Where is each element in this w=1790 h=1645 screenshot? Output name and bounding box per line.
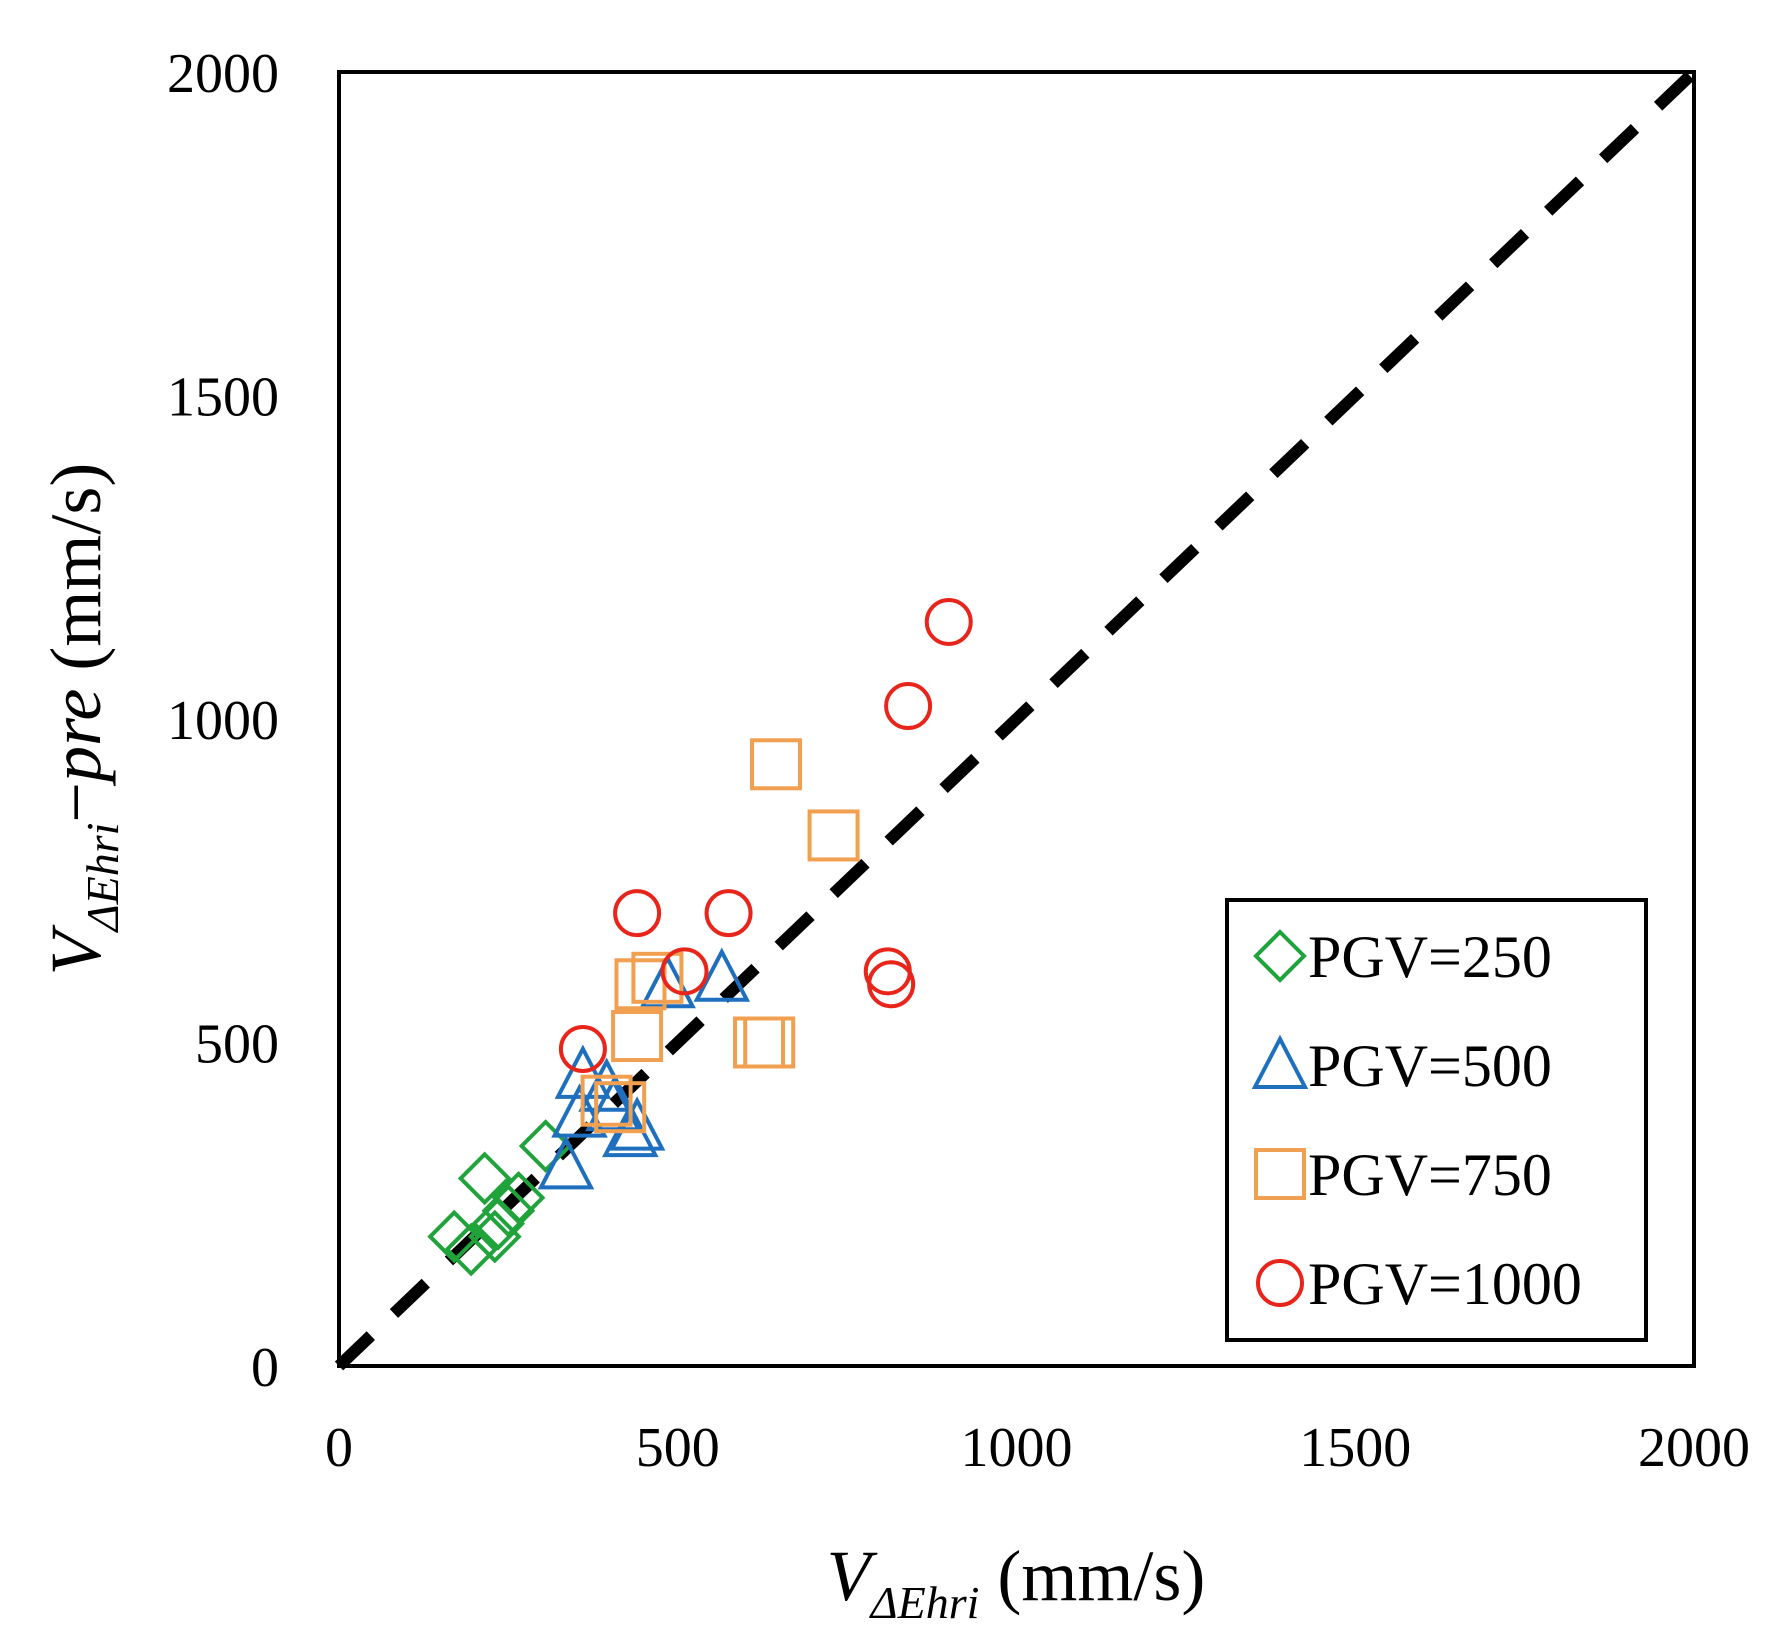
legend-label: PGV=1000 (1308, 1251, 1582, 1317)
data-point-circle (924, 597, 973, 646)
x-tick-label: 500 (636, 1417, 720, 1479)
data-point-square (631, 951, 684, 1004)
legend-item: PGV=750 (1254, 1142, 1552, 1208)
data-point-diamond (518, 1119, 573, 1173)
data-point-triangle (693, 947, 751, 1002)
y-tick-label: 0 (251, 1337, 279, 1399)
series-pgv-250 (427, 1119, 573, 1277)
data-point-circle (867, 960, 916, 1009)
data-point-circle (558, 1024, 607, 1073)
data-point-square (743, 1016, 796, 1069)
data-point-circle (884, 682, 933, 731)
legend-item: PGV=250 (1253, 924, 1552, 990)
data-point-circle (704, 889, 753, 938)
data-point-square (749, 738, 802, 791)
data-point-square (807, 809, 860, 862)
data-point-diamond (444, 1222, 498, 1277)
y-tick-labels: 0 500 1000 1500 2000 (167, 43, 279, 1399)
legend-item: PGV=1000 (1256, 1251, 1582, 1317)
y-tick-label: 1000 (167, 690, 279, 752)
data-point-square (611, 1010, 664, 1063)
data-point-square (594, 1081, 647, 1134)
legend-items: PGV=250 PGV=500 PGV=750 PGV=1000 (1251, 924, 1582, 1317)
legend-marker-square (1254, 1148, 1306, 1200)
y-tick-label: 1500 (167, 367, 279, 429)
data-point-square (580, 1074, 633, 1127)
legend-box (1225, 898, 1648, 1342)
x-tick-label: 1500 (1299, 1417, 1411, 1479)
data-point-diamond (491, 1170, 546, 1225)
legend-marker-triangle (1251, 1034, 1309, 1089)
data-point-circle (613, 889, 662, 938)
series-pgv-750 (580, 738, 860, 1134)
data-point-triangle (578, 1057, 635, 1112)
data-point-diamond (457, 1151, 512, 1206)
x-tick-label: 2000 (1638, 1417, 1750, 1479)
legend-label: PGV=750 (1308, 1142, 1552, 1208)
y-axis-title: VΔEhri−pre (mm/s) (36, 463, 128, 976)
legend-item: PGV=500 (1251, 1033, 1552, 1099)
y-tick-label: 2000 (167, 43, 279, 105)
legend-marker-circle (1256, 1259, 1304, 1307)
legend: PGV=250 PGV=500 PGV=750 PGV=1000 (1225, 898, 1648, 1342)
x-tick-labels: 0 500 1000 1500 2000 (325, 1417, 1750, 1479)
legend-label: PGV=250 (1308, 924, 1552, 990)
x-axis-title: VΔEhri (mm/s) (827, 1536, 1206, 1628)
data-point-diamond (481, 1183, 536, 1238)
data-points-layer (427, 597, 973, 1277)
y-tick-label: 500 (195, 1014, 279, 1076)
data-point-triangle (537, 1135, 595, 1190)
x-tick-label: 1000 (961, 1417, 1073, 1479)
series-pgv-1000 (558, 597, 973, 1073)
data-point-circle (660, 947, 709, 996)
legend-marker-diamond (1253, 929, 1307, 983)
legend-label: PGV=500 (1308, 1033, 1552, 1099)
x-tick-label: 0 (325, 1417, 353, 1479)
plot-area-frame (337, 70, 1696, 1368)
